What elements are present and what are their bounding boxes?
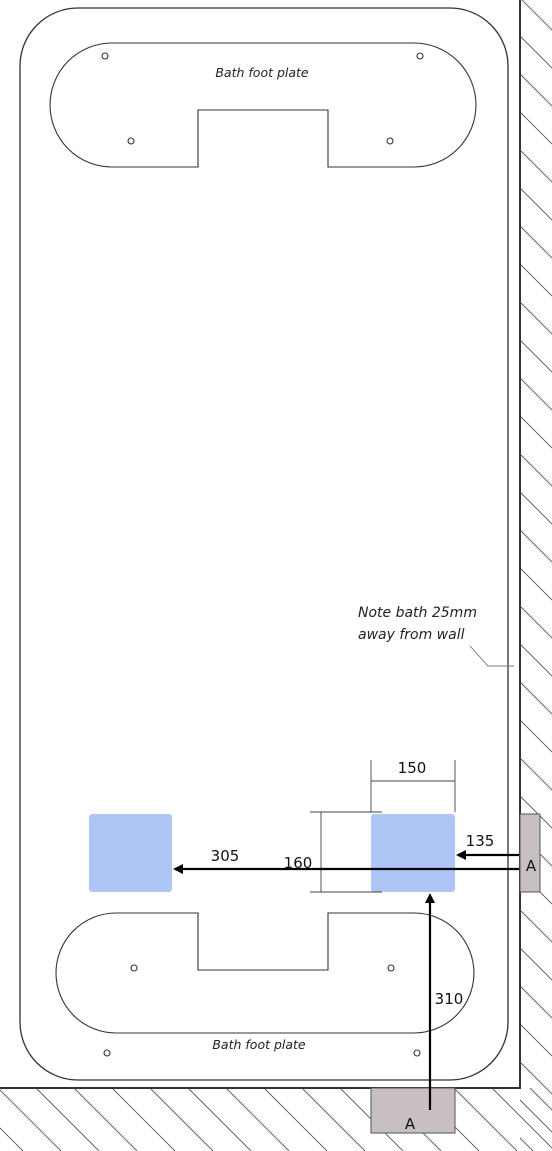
hatch-line: [520, 149, 552, 183]
hatch-line: [520, 111, 552, 145]
hatch-line: [520, 1061, 552, 1095]
hatch-line: [149, 1088, 214, 1151]
hatch-line: [73, 1088, 138, 1151]
plate-hole: [101, 52, 109, 60]
hatch-line: [520, 225, 552, 259]
hatch-line: [0, 1127, 24, 1151]
hatch-line: [520, 415, 552, 449]
note-line-1: Note bath 25mm: [358, 605, 477, 621]
note-line-2: away from wall: [358, 627, 465, 643]
hatch-line: [520, 643, 552, 677]
plate-hole: [130, 964, 138, 972]
hatch-line: [520, 301, 552, 335]
floor-hatching: [0, 1088, 552, 1151]
hatch-line: [520, 453, 552, 487]
hatch-line: [301, 1088, 366, 1151]
hatch-line: [453, 1088, 518, 1151]
hatch-line: [520, 1137, 534, 1151]
top-foot-plate: [49, 42, 477, 168]
bottom-marker-a: [370, 1087, 456, 1134]
dim-305-label: 305: [211, 847, 240, 865]
hatch-line: [521, 0, 552, 31]
hatch-line: [520, 757, 552, 791]
bottom-marker-a-label: A: [405, 1115, 416, 1133]
hatch-line: [520, 681, 552, 715]
side-marker-a-label: A: [526, 857, 537, 875]
hatch-line: [520, 567, 552, 601]
dim-150-label: 150: [398, 759, 427, 777]
hatch-line: [263, 1088, 328, 1151]
hatch-line: [520, 339, 552, 373]
hatch-line: [520, 263, 552, 297]
hatch-line: [520, 947, 552, 981]
hatch-line: [520, 187, 552, 221]
plate-hole: [413, 1049, 421, 1057]
left-pad: [89, 814, 172, 892]
plate-hole: [386, 137, 394, 145]
top-plate-label: Bath foot plate: [215, 65, 309, 80]
hatch-line: [520, 491, 552, 525]
hatch-line: [520, 605, 552, 639]
hatch-line: [520, 377, 552, 411]
dim-160-label: 160: [284, 854, 313, 872]
hatch-line: [520, 529, 552, 563]
hatch-line: [520, 35, 552, 69]
hatch-line: [520, 719, 552, 753]
bottom-plate-label: Bath foot plate: [212, 1037, 306, 1052]
hatch-line: [187, 1088, 252, 1151]
plate-hole: [103, 1049, 111, 1057]
dim-310-label: 310: [435, 990, 464, 1008]
plate-hole: [416, 52, 424, 60]
plate-hole: [387, 964, 395, 972]
note-leader: [469, 645, 514, 667]
hatch-line: [225, 1088, 290, 1151]
side-marker-a: [519, 813, 541, 893]
hatch-line: [0, 1089, 62, 1151]
dim-135-label: 135: [466, 832, 495, 850]
bottom-foot-plate: [55, 912, 475, 1034]
hatch-line: [35, 1088, 100, 1151]
right-wall-hatching: [520, 0, 552, 1151]
hatch-line: [491, 1088, 552, 1149]
right-pad: [371, 814, 455, 892]
hatch-line: [520, 1023, 552, 1057]
hatch-line: [520, 985, 552, 1019]
hatch-line: [520, 73, 552, 107]
bath-outline: [19, 7, 509, 1081]
plate-hole: [127, 137, 135, 145]
hatch-line: [520, 909, 552, 943]
hatch-line: [520, 1099, 552, 1133]
hatch-line: [111, 1088, 176, 1151]
hatch-line: [529, 1088, 552, 1111]
